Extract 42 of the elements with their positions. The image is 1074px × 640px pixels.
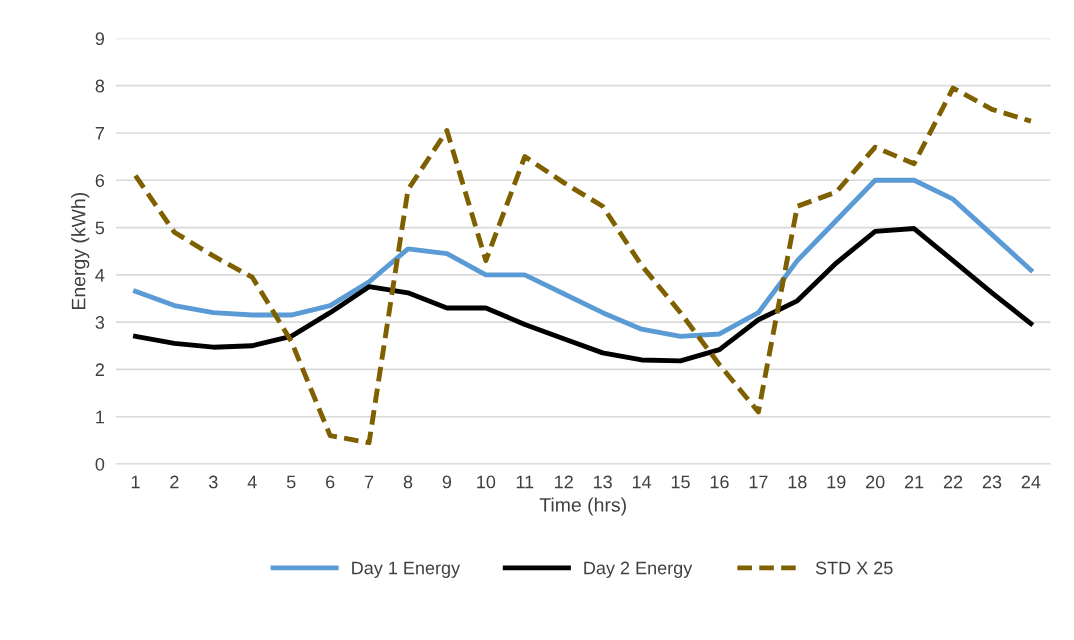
line-series: [133, 177, 1034, 339]
y-tick-label: 4: [95, 268, 105, 282]
x-axis-title: Time (hrs): [539, 497, 626, 516]
x-tick-label: 9: [442, 475, 452, 489]
x-tick-label: 2: [170, 475, 179, 489]
x-tick-label: 14: [632, 475, 652, 489]
x-tick-label: 6: [326, 475, 335, 489]
y-tick-label: 7: [95, 127, 104, 140]
x-tick-label: 22: [943, 475, 963, 489]
x-tick-label: 4: [247, 475, 257, 489]
y-tick-label: 1: [96, 410, 104, 424]
x-tick-label: 12: [555, 475, 573, 489]
x-tick-label: 8: [403, 475, 413, 489]
x-tick-label: 5: [286, 475, 296, 489]
line-series: [133, 85, 1034, 446]
y-tick-label: 0: [95, 457, 105, 471]
x-tick-label: 1: [131, 475, 140, 489]
x-tick-label: 23: [982, 475, 1002, 489]
x-tick-label: 15: [671, 475, 690, 489]
legend-label: Day 1 Energy: [352, 561, 461, 578]
x-tick-label: 3: [208, 475, 218, 489]
x-tick-label: 16: [710, 475, 729, 489]
y-tick-label: 8: [95, 79, 105, 93]
x-tick-label: 7: [364, 475, 374, 489]
y-tick-label: 3: [95, 316, 105, 329]
x-tick-label: 24: [1021, 475, 1041, 489]
y-tick-label: 9: [95, 32, 105, 46]
legend-label: STD X 25: [815, 561, 893, 575]
x-tick-label: 13: [593, 475, 612, 489]
x-tick-label: 20: [866, 475, 885, 489]
x-tick-label: 11: [516, 475, 534, 489]
x-tick-label: 19: [827, 475, 846, 489]
legend-label: Day 2 Energy: [584, 561, 693, 578]
y-axis-title: Energy (kWh): [71, 192, 90, 310]
x-tick-label: 21: [904, 475, 924, 489]
y-tick-label: 5: [95, 221, 105, 235]
y-tick-label: 2: [95, 363, 104, 376]
x-tick-label: 17: [749, 475, 768, 489]
x-tick-label: 10: [477, 475, 496, 489]
y-tick-label: 6: [95, 174, 105, 187]
line-series: [133, 226, 1034, 364]
x-tick-label: 18: [788, 475, 807, 489]
